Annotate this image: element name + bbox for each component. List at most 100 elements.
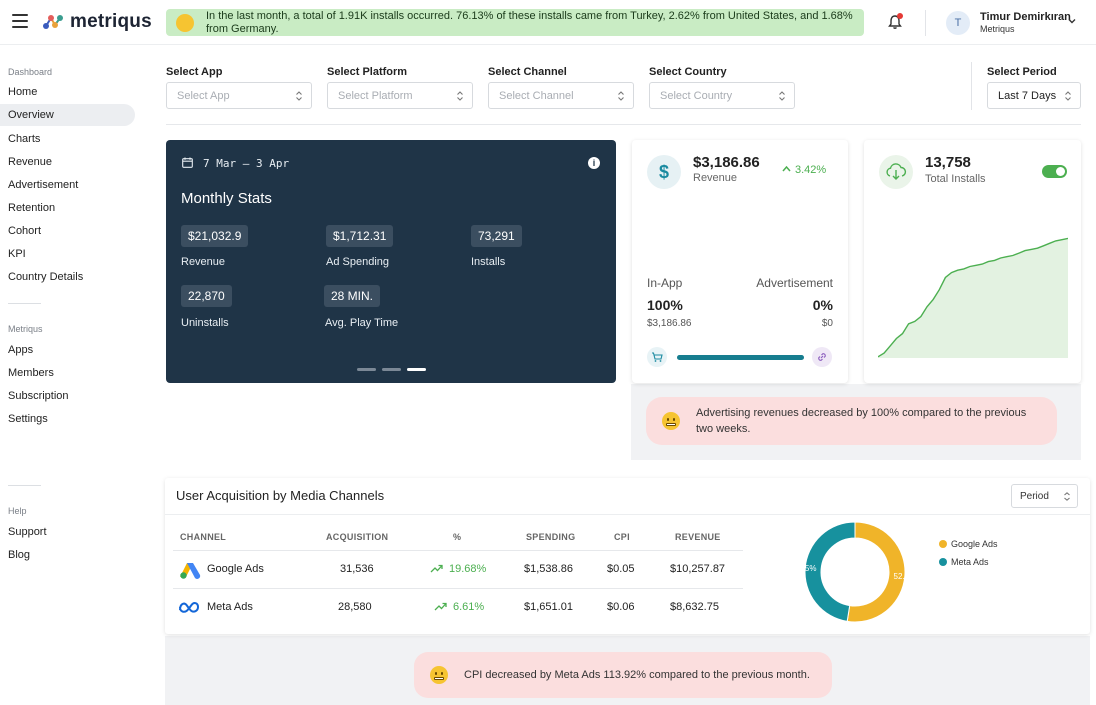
period-dropdown[interactable]: Period xyxy=(1011,484,1078,508)
select-app-placeholder: Select App xyxy=(177,89,230,102)
row-divider xyxy=(173,588,743,589)
sidebar-item-overview[interactable]: Overview xyxy=(0,104,135,126)
meta-icon xyxy=(179,602,200,613)
sidebar: Dashboard Home Overview Charts Revenue A… xyxy=(0,46,155,705)
carousel-dots xyxy=(357,368,426,371)
carousel-dot[interactable] xyxy=(382,368,401,371)
info-icon[interactable]: i xyxy=(588,157,600,169)
sidebar-item-cohort[interactable]: Cohort xyxy=(8,225,42,237)
stat-label-avg-play-time: Avg. Play Time xyxy=(325,317,399,329)
installs-area-chart xyxy=(878,237,1068,358)
sidebar-divider xyxy=(8,485,41,486)
select-app-label: Select App xyxy=(166,66,223,78)
legend-item-meta-ads[interactable]: Meta Ads xyxy=(939,557,989,567)
sidebar-item-members[interactable]: Members xyxy=(8,367,54,379)
banner-text: In the last month, a total of 1.91K inst… xyxy=(206,9,853,35)
period-dropdown-label: Period xyxy=(1020,490,1049,502)
avatar[interactable]: T xyxy=(946,11,970,35)
sidebar-section-title: Dashboard xyxy=(8,67,53,77)
grimacing-emoji-icon xyxy=(662,412,680,430)
cpi-alert-text: CPI decreased by Meta Ads 113.92% compar… xyxy=(464,669,810,681)
column-header-spending: SPENDING xyxy=(526,532,576,542)
carousel-dot[interactable] xyxy=(357,368,376,371)
stat-value-ad-spending: $1,712.31 xyxy=(326,225,394,247)
google-ads-icon xyxy=(180,563,201,579)
legend-label: Meta Ads xyxy=(951,557,989,567)
select-platform-dropdown[interactable]: Select Platform xyxy=(327,82,473,109)
channel-name: Google Ads xyxy=(207,563,264,575)
installs-toggle[interactable] xyxy=(1042,165,1067,178)
spending-value: $1,538.86 xyxy=(524,563,573,575)
chevron-down-icon[interactable] xyxy=(1067,16,1077,26)
sidebar-item-support[interactable]: Support xyxy=(8,526,47,538)
arrow-up-icon xyxy=(782,165,791,172)
installs-value: 13,758 xyxy=(925,154,971,171)
carousel-dot-active[interactable] xyxy=(407,368,426,371)
select-channel-dropdown[interactable]: Select Channel xyxy=(488,82,634,109)
select-app-dropdown[interactable]: Select App xyxy=(166,82,312,109)
sidebar-item-settings[interactable]: Settings xyxy=(8,413,48,425)
acquisition-value: 31,536 xyxy=(340,563,374,575)
stat-value-avg-play-time: 28 MIN. xyxy=(324,285,381,307)
in-app-label: In-App xyxy=(647,276,683,290)
insight-banner: In the last month, a total of 1.91K inst… xyxy=(166,9,864,36)
donut-slice-label: 47.5% xyxy=(795,564,816,573)
donut-slice-label: 52.5% xyxy=(894,572,915,581)
date-range: 7 Mar – 3 Apr xyxy=(203,157,290,170)
updown-icon xyxy=(779,91,785,101)
donut-slice-meta-ads[interactable] xyxy=(804,521,856,622)
percent-value: 6.61% xyxy=(453,601,485,613)
advertising-alert-text: Advertising revenues decreased by 100% c… xyxy=(696,407,1027,435)
user-name[interactable]: Timur Demirkıran xyxy=(980,11,1071,23)
sidebar-section-title: Metriqus xyxy=(8,324,43,334)
select-period-dropdown[interactable]: Last 7 Days xyxy=(987,82,1081,109)
installs-area-line xyxy=(878,237,1068,358)
sidebar-item-kpi[interactable]: KPI xyxy=(8,248,26,260)
select-country-dropdown[interactable]: Select Country xyxy=(649,82,795,109)
in-app-percent: 100% xyxy=(647,297,683,313)
sidebar-item-advertisement[interactable]: Advertisement xyxy=(8,179,79,191)
installs-area-fill xyxy=(878,238,1068,358)
sidebar-item-apps[interactable]: Apps xyxy=(8,344,34,356)
stats-title: Monthly Stats xyxy=(181,190,272,207)
revenue-ratio-bar xyxy=(677,355,804,360)
sidebar-item-country-details[interactable]: Country Details xyxy=(8,271,84,283)
notification-dot xyxy=(897,13,903,19)
stat-value-uninstalls: 22,870 xyxy=(181,285,232,307)
trend-up-icon xyxy=(434,602,447,611)
legend-swatch xyxy=(939,558,947,566)
logo[interactable]: metriqus xyxy=(42,11,152,33)
advertisement-percent: 0% xyxy=(812,297,833,313)
acquisition-value: 28,580 xyxy=(338,601,372,613)
menu-icon[interactable] xyxy=(12,14,28,28)
select-country-placeholder: Select Country xyxy=(660,89,733,102)
sidebar-item-revenue[interactable]: Revenue xyxy=(8,156,53,168)
select-channel-label: Select Channel xyxy=(488,66,567,78)
sidebar-item-charts[interactable]: Charts xyxy=(8,133,41,145)
installs-label: Total Installs xyxy=(925,173,986,185)
legend-item-google-ads[interactable]: Google Ads xyxy=(939,539,998,549)
sidebar-item-home[interactable]: Home xyxy=(8,86,38,98)
dollar-icon: $ xyxy=(647,155,681,189)
legend-label: Google Ads xyxy=(951,539,998,549)
sidebar-item-blog[interactable]: Blog xyxy=(8,549,31,561)
updown-icon xyxy=(1064,492,1070,501)
in-app-amount: $3,186.86 xyxy=(647,318,692,329)
updown-icon xyxy=(457,91,463,101)
revenue-value: $8,632.75 xyxy=(670,601,719,613)
sidebar-divider xyxy=(8,303,41,304)
revenue-trend-value: 3.42% xyxy=(795,164,827,176)
percent-value: 19.68% xyxy=(449,563,487,575)
sidebar-item-retention[interactable]: Retention xyxy=(8,202,56,214)
link-icon[interactable] xyxy=(812,347,832,367)
media-channel-donut-chart: 52.5% 47.5% xyxy=(795,521,915,623)
column-header-revenue: REVENUE xyxy=(675,532,721,542)
cart-icon[interactable] xyxy=(647,347,667,367)
updown-icon xyxy=(296,91,302,101)
monthly-stats-card: 7 Mar – 3 Apr i Monthly Stats $21,032.9 … xyxy=(166,140,616,383)
sidebar-item-subscription[interactable]: Subscription xyxy=(8,390,69,402)
revenue-trend: 3.42% xyxy=(782,164,826,176)
user-acquisition-title: User Acquisition by Media Channels xyxy=(176,488,385,503)
select-platform-placeholder: Select Platform xyxy=(338,89,413,102)
divider xyxy=(166,124,1081,125)
